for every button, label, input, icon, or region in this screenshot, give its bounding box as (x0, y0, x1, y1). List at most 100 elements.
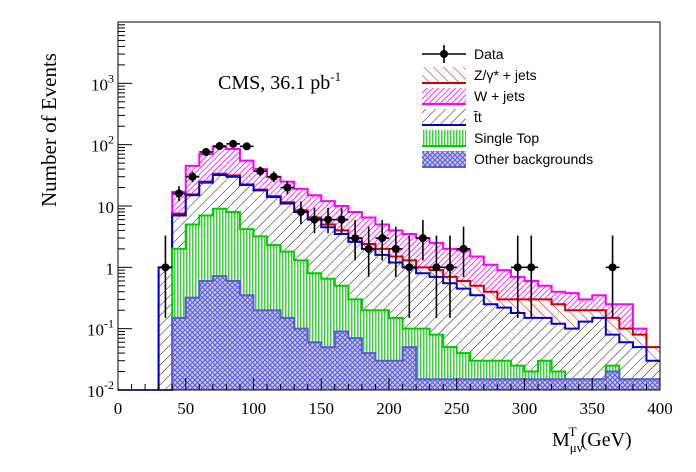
data-point (307, 207, 322, 234)
bin-other-backgrounds (334, 331, 349, 390)
y-tick-label: 10 (97, 198, 114, 217)
data-point (361, 226, 376, 277)
data-point (253, 166, 268, 176)
data-point (267, 171, 281, 183)
data-marker (432, 263, 441, 272)
bin-other-backgrounds (592, 379, 606, 390)
outline-t-t (118, 174, 660, 391)
data-marker (202, 147, 211, 156)
bin-other-backgrounds (646, 379, 660, 390)
data-point (199, 147, 213, 156)
data-marker (459, 244, 468, 253)
histogram-bins (118, 145, 660, 391)
bin-other-backgrounds (348, 338, 362, 390)
annotation: CMS, 36.1 pb-1 (218, 69, 341, 94)
data-point (402, 235, 417, 318)
data-marker (161, 263, 170, 272)
legend-item-z-jets: Z/γ* + jets (422, 67, 537, 84)
bin-other-backgrounds (416, 379, 430, 390)
legend-label: Data (474, 46, 504, 62)
legend-item-single-top: Single Top (422, 130, 539, 147)
stack-other-backgrounds (118, 275, 660, 391)
cms-annotation: CMS, 36.1 pb-1 (218, 69, 341, 94)
bin-other-backgrounds (402, 347, 417, 390)
data-point (212, 142, 227, 151)
bin-t-t (158, 267, 173, 390)
data-point (280, 181, 295, 195)
data-marker (608, 263, 617, 272)
data-marker (513, 263, 522, 272)
legend-item-data: Data (422, 45, 504, 63)
outline-other-backgrounds (118, 275, 660, 391)
data-point (321, 207, 335, 234)
bin-single-top (429, 334, 444, 390)
data-point (158, 235, 173, 318)
x-tick-label: 50 (177, 399, 194, 418)
bin-other-backgrounds (172, 317, 186, 390)
bin-other-backgrounds (497, 379, 511, 390)
data-marker (188, 172, 197, 181)
legend-label: t̄t (474, 109, 482, 125)
legend-label: W + jets (474, 88, 525, 104)
x-tick-label: 350 (580, 399, 606, 418)
legend-label: Other backgrounds (474, 151, 593, 167)
bin-other-backgrounds (524, 379, 539, 390)
y-tick-label: 10-1 (87, 317, 114, 340)
y-tick-label: 10-2 (87, 378, 114, 401)
legend-swatch (422, 67, 466, 83)
bin-other-backgrounds (226, 280, 240, 390)
data-marker (391, 244, 400, 253)
bin-t-t (592, 317, 606, 390)
bin-other-backgrounds (605, 371, 620, 390)
data-point (334, 207, 349, 234)
bin-other-backgrounds (429, 379, 444, 390)
bin-other-backgrounds (199, 280, 213, 390)
bin-other-backgrounds (389, 360, 403, 390)
bin-other-backgrounds (470, 379, 484, 390)
data-point (375, 220, 389, 261)
data-point (456, 226, 471, 277)
data-point (294, 201, 308, 224)
bin-other-backgrounds (294, 328, 308, 390)
data-point (443, 235, 457, 318)
bin-other-backgrounds (212, 276, 227, 390)
bin-other-backgrounds (510, 379, 525, 390)
data-point (239, 142, 254, 151)
x-tick-label: 150 (309, 399, 335, 418)
data-point (524, 235, 539, 318)
x-tick-label: 100 (241, 399, 267, 418)
bin-other-backgrounds (253, 310, 268, 390)
bin-other-backgrounds (361, 353, 376, 390)
data-points (158, 139, 620, 318)
bin-other-backgrounds (185, 297, 200, 390)
data-point (605, 235, 620, 318)
legend-swatch (422, 88, 466, 104)
legend-swatch (422, 130, 466, 146)
x-tick-label: 200 (376, 399, 402, 418)
data-marker (296, 207, 305, 216)
bin-t-t (578, 321, 593, 390)
legend-label: Single Top (474, 130, 539, 146)
data-point (510, 235, 525, 318)
data-marker (229, 139, 238, 148)
bin-other-backgrounds (632, 379, 647, 390)
x-tick-label: 300 (512, 399, 538, 418)
data-marker (378, 234, 387, 243)
data-marker (242, 142, 251, 151)
bin-other-backgrounds (239, 295, 254, 390)
data-marker (174, 189, 183, 198)
data-marker (256, 167, 265, 176)
bin-t-t (619, 342, 633, 390)
bin-other-backgrounds (551, 379, 566, 390)
bin-other-backgrounds (307, 342, 322, 390)
legend-item-t-t: t̄t (422, 109, 482, 126)
legend: Data Z/γ* + jets W + jets t̄t Single Top Othe… (422, 45, 593, 168)
x-axis-label: MμνT (GeV) (552, 424, 632, 455)
data-marker (337, 215, 346, 224)
outline-single-top (118, 207, 660, 391)
data-marker (405, 263, 414, 272)
data-point (389, 226, 403, 277)
legend-item-other-backgrounds: Other backgrounds (422, 151, 593, 168)
